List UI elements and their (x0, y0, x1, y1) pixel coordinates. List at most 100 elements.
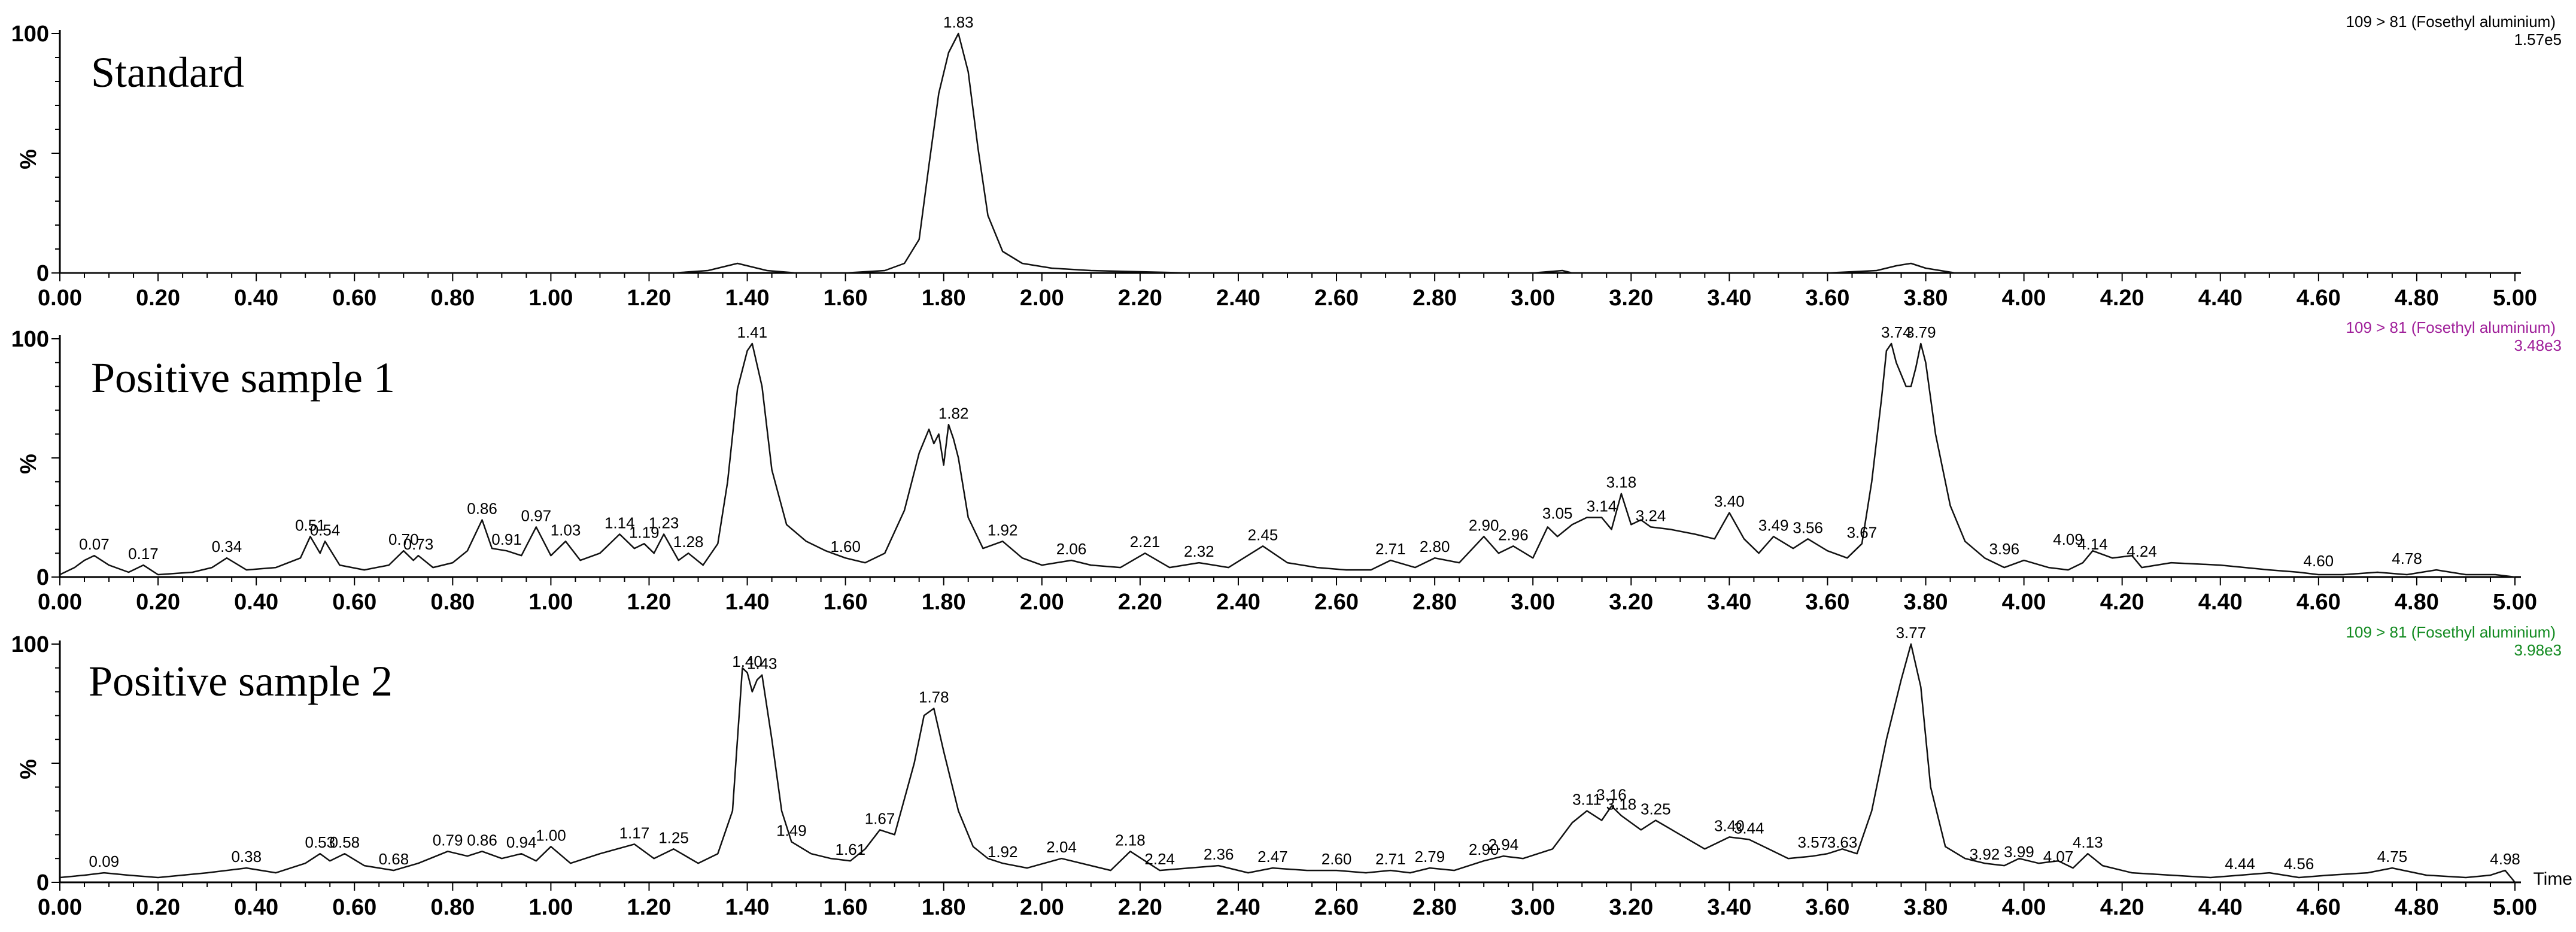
y-tick-label: 100 (11, 327, 49, 352)
peak-label: 3.40 (1714, 816, 1745, 834)
x-tick-label: 1.00 (528, 895, 573, 920)
intensity-label: 3.98e3 (2514, 641, 2562, 659)
x-tick-label: 0.60 (332, 895, 376, 920)
peak-label: 3.99 (2004, 843, 2034, 861)
x-tick-label: 2.20 (1118, 590, 1162, 615)
x-tick-label: 2.00 (1020, 590, 1064, 615)
x-tick-label: 3.80 (1904, 895, 1948, 920)
x-tick-label: 4.60 (2296, 895, 2341, 920)
peak-label: 4.78 (2392, 550, 2422, 567)
peak-label: 2.79 (1415, 848, 1445, 866)
peak-label: 3.77 (1896, 624, 1927, 642)
peak-label: 1.83 (943, 13, 974, 31)
x-tick-label: 0.20 (136, 590, 180, 615)
peak-label: 2.24 (1144, 850, 1175, 868)
y-tick-label: 0 (37, 870, 49, 895)
peak-label: 2.21 (1130, 533, 1161, 551)
peak-label: 2.96 (1498, 526, 1529, 544)
peak-label: 0.73 (403, 535, 434, 553)
x-tick-label: 3.20 (1609, 590, 1653, 615)
peak-label: 2.47 (1257, 848, 1288, 866)
y-tick-label: 100 (11, 632, 49, 657)
peak-label: 1.40 (732, 652, 763, 670)
x-tick-label: 3.00 (1511, 286, 1555, 311)
x-tick-label: 1.60 (824, 895, 868, 920)
peak-label: 3.44 (1734, 819, 1764, 837)
x-tick-label: 0.00 (38, 895, 82, 920)
peak-label: 3.56 (1793, 518, 1823, 536)
peak-label: 0.86 (467, 831, 497, 849)
peak-label: 3.67 (1847, 523, 1878, 541)
panel-positive-sample-2: 0 100% 0.00 0.20 0.40 0.60 0.80 1.00 1.20 1.40 1.6… (11, 623, 2562, 920)
x-tick-label: 4.40 (2198, 895, 2243, 920)
time-axis-label: Time (2533, 869, 2572, 889)
peak-label: 4.13 (2073, 833, 2103, 851)
peak-label: 4.60 (2304, 552, 2334, 570)
x-tick-label: 4.80 (2395, 895, 2439, 920)
panel-title: Standard (91, 48, 244, 96)
x-tick-label: 3.20 (1609, 895, 1653, 920)
peak-label: 1.82 (938, 404, 969, 422)
peak-label: 2.60 (1322, 850, 1352, 868)
peak-label: 0.54 (310, 521, 341, 539)
x-tick-label: 4.20 (2100, 895, 2144, 920)
peak-label: 1.17 (619, 824, 650, 842)
peak-label: 0.17 (128, 545, 159, 563)
x-tick-label: 2.80 (1412, 590, 1457, 615)
peak-label: 4.98 (2490, 850, 2520, 868)
x-tick-label: 3.80 (1904, 286, 1948, 311)
peak-label: 4.44 (2225, 855, 2255, 873)
x-tick-label: 0.00 (38, 286, 82, 311)
x-tick-label: 2.60 (1314, 590, 1359, 615)
x-tick-label: 0.80 (430, 895, 475, 920)
peak-label: 4.09 (2053, 530, 2083, 548)
x-tick-label: 2.60 (1314, 895, 1359, 920)
x-tick-label: 1.00 (528, 286, 573, 311)
peak-label: 1.49 (776, 821, 807, 839)
peak-label: 4.14 (2077, 535, 2108, 553)
x-tick-label: 2.20 (1118, 286, 1162, 311)
panel-title: Positive sample 1 (91, 354, 395, 402)
x-tick-label: 2.00 (1020, 895, 1064, 920)
x-tick-label: 2.80 (1412, 895, 1457, 920)
peak-label: 3.05 (1542, 504, 1573, 522)
peak-label: 0.79 (433, 831, 463, 849)
peak-label: 2.90 (1469, 840, 1499, 858)
x-tick-label: 3.60 (1805, 895, 1849, 920)
peak-label: 3.18 (1606, 796, 1637, 813)
x-tick-label: 5.00 (2493, 895, 2537, 920)
x-tick-label: 1.20 (627, 895, 671, 920)
peak-label: 1.61 (836, 840, 866, 858)
x-tick-label: 1.20 (627, 286, 671, 311)
y-axis-title: % (16, 149, 41, 169)
peak-label: 2.80 (1420, 538, 1450, 555)
x-tick-label: 5.00 (2493, 286, 2537, 311)
x-tick-label: 2.80 (1412, 286, 1457, 311)
peak-label: 1.25 (658, 828, 689, 846)
peak-label: 1.41 (737, 323, 767, 341)
peak-label: 2.71 (1375, 540, 1406, 558)
peak-label: 2.18 (1115, 831, 1146, 849)
x-tick-label: 2.20 (1118, 895, 1162, 920)
peak-label: 3.25 (1641, 800, 1671, 818)
peak-label: 2.04 (1046, 838, 1077, 856)
peak-label: 3.96 (1989, 540, 2019, 558)
peak-label: 0.51 (295, 516, 326, 534)
peak-label: 3.40 (1714, 493, 1745, 511)
x-tick-label: 3.00 (1511, 590, 1555, 615)
peak-label: 2.36 (1204, 845, 1234, 863)
panel-standard: 0 100% 0.00 0.20 0.40 0.60 0.80 1.00 1.20 1.40 1.6… (11, 13, 2562, 311)
x-tick-label: 3.00 (1511, 895, 1555, 920)
x-tick-label: 0.60 (332, 590, 376, 615)
y-tick-label: 100 (11, 22, 49, 47)
x-tick-label: 5.00 (2493, 590, 2537, 615)
peak-label: 4.75 (2377, 848, 2408, 866)
x-tick-label: 2.00 (1020, 286, 1064, 311)
chromatogram-trace (59, 643, 2516, 883)
x-tick-label: 4.40 (2198, 286, 2243, 311)
x-tick-label: 0.20 (136, 286, 180, 311)
peak-label: 2.45 (1248, 526, 1278, 544)
x-tick-label: 2.40 (1216, 286, 1260, 311)
x-tick-label: 1.40 (725, 286, 770, 311)
y-axis-title: % (16, 759, 41, 779)
